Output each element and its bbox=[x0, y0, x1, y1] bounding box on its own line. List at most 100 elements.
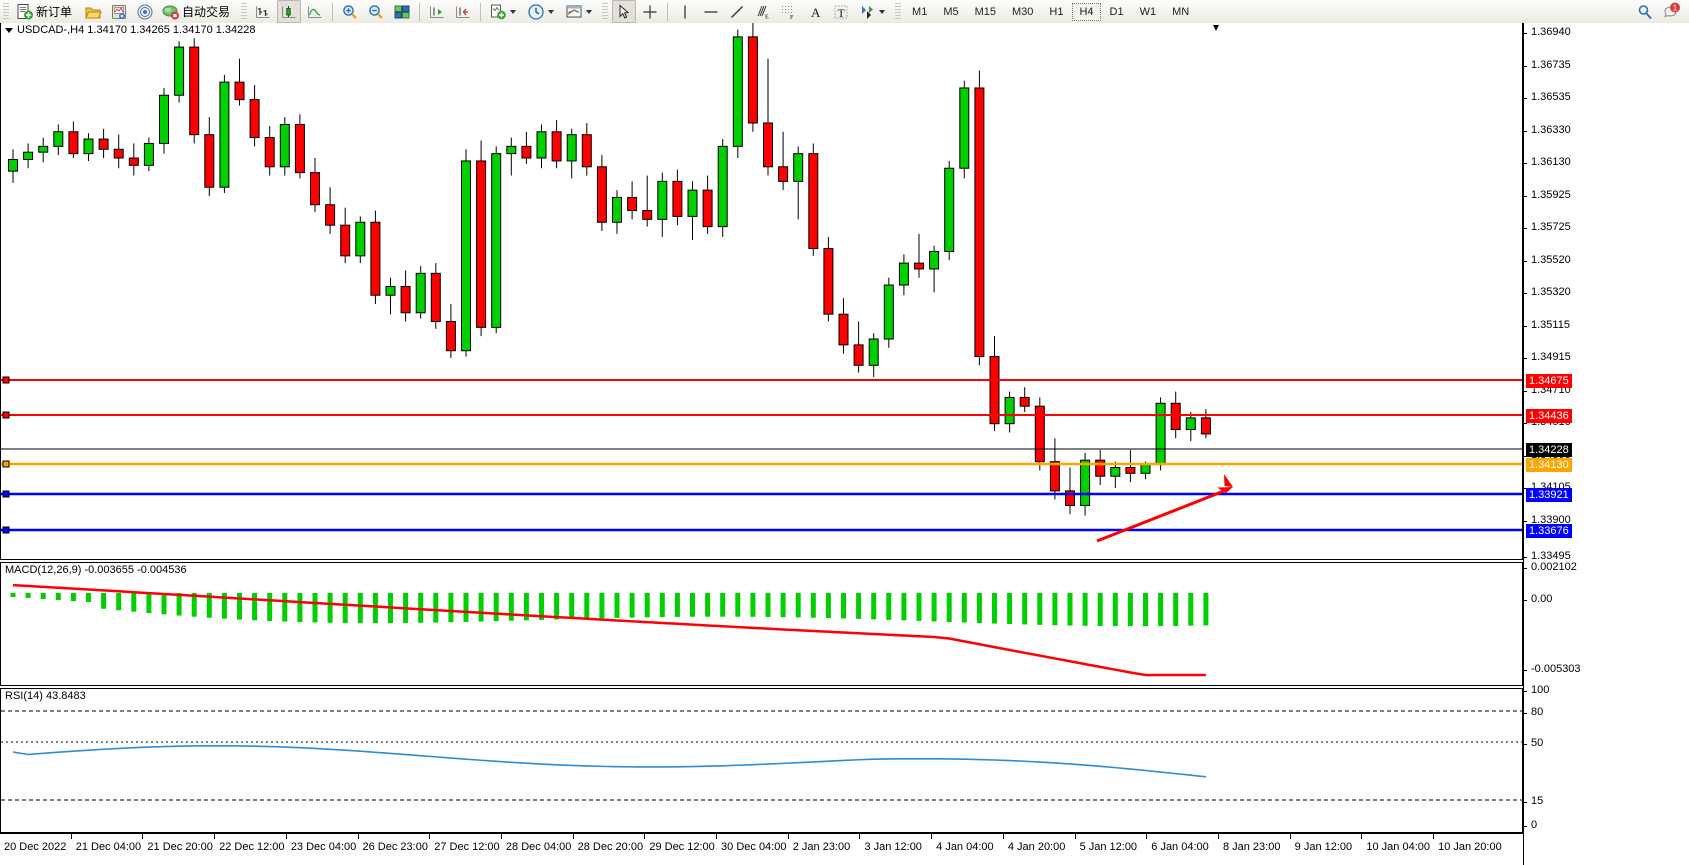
market-watch-button[interactable] bbox=[133, 0, 157, 23]
hline-button[interactable] bbox=[699, 0, 723, 23]
trendline-button[interactable] bbox=[725, 0, 749, 23]
resistance-upper-tag[interactable]: 1.34675 bbox=[1526, 374, 1572, 388]
time-tick bbox=[357, 833, 359, 839]
indicators-chevron-down-icon[interactable] bbox=[510, 9, 517, 14]
time-tick bbox=[931, 833, 933, 839]
cursor-button[interactable] bbox=[612, 0, 637, 23]
timeframe-m30[interactable]: M30 bbox=[1012, 5, 1034, 18]
period-button[interactable] bbox=[524, 0, 560, 23]
timeframe-m1[interactable]: M1 bbox=[912, 5, 928, 18]
symbol-header: USDCAD-,H4 1.34170 1.34265 1.34170 1.342… bbox=[1, 23, 1528, 37]
shapes-chevron-down-icon[interactable] bbox=[879, 9, 886, 14]
timeframe-w1[interactable]: W1 bbox=[1139, 5, 1157, 18]
alerts-icon: 1 bbox=[1662, 2, 1681, 21]
macd-tick: -0.005303 bbox=[1523, 663, 1581, 675]
rsi-pane[interactable]: RSI(14) 43.8483 bbox=[0, 688, 1523, 833]
svg-text:E: E bbox=[765, 14, 769, 20]
support-lower-tag[interactable]: 1.33676 bbox=[1526, 524, 1572, 538]
crosshair-icon bbox=[641, 3, 659, 21]
new-order-button[interactable]: 新订单 bbox=[13, 0, 79, 23]
period-chevron-down-icon[interactable] bbox=[548, 9, 555, 14]
channel-button[interactable]: F bbox=[777, 0, 801, 23]
hline-icon bbox=[702, 3, 720, 21]
time-label: 26 Dec 23:00 bbox=[362, 841, 428, 853]
time-tick bbox=[787, 833, 789, 839]
search-button[interactable] bbox=[1633, 0, 1657, 23]
toolbar-separator-2 bbox=[419, 2, 421, 21]
timeframe-d1[interactable]: D1 bbox=[1109, 5, 1124, 18]
timeframe-m15[interactable]: M15 bbox=[974, 5, 996, 18]
rsi-tick: 50 bbox=[1522, 737, 1543, 749]
price-candles bbox=[1, 23, 1522, 543]
support-upper-tag[interactable]: 1.33921 bbox=[1526, 488, 1572, 502]
time-axis[interactable]: 20 Dec 2022 21 Dec 04:00 21 Dec 20:00 22 De… bbox=[0, 833, 1523, 865]
time-label: 6 Jan 04:00 bbox=[1151, 841, 1209, 853]
toolbar-grip-3[interactable] bbox=[602, 2, 609, 21]
candle-chart-icon bbox=[280, 3, 298, 21]
tile-windows-button[interactable] bbox=[390, 0, 414, 23]
timeframe-mn[interactable]: MN bbox=[1172, 5, 1190, 18]
support-lower-handle[interactable] bbox=[2, 526, 10, 534]
macd-label: MACD(12,26,9) -0.003655 -0.004536 bbox=[5, 564, 187, 576]
templates-chevron-down-icon[interactable] bbox=[586, 9, 593, 14]
bullish-arrow-annotation[interactable] bbox=[1096, 474, 1233, 543]
label-button[interactable]: T bbox=[829, 0, 853, 23]
templates-button[interactable] bbox=[562, 0, 598, 23]
templates-icon bbox=[565, 3, 583, 21]
shift-end-button[interactable] bbox=[425, 0, 449, 23]
resistance-upper-handle[interactable] bbox=[2, 376, 10, 384]
time-label: 9 Jan 12:00 bbox=[1294, 841, 1353, 853]
chart-area[interactable]: USDCAD-,H4 1.34170 1.34265 1.34170 1.342… bbox=[0, 23, 1689, 865]
auto-trading-button[interactable]: 自动交易 bbox=[159, 0, 237, 23]
symbol-chevron-down-icon[interactable] bbox=[5, 27, 13, 33]
macd-pane[interactable]: MACD(12,26,9) -0.003655 -0.004536 bbox=[0, 562, 1523, 686]
svg-text:F: F bbox=[790, 15, 794, 21]
time-label: 23 Dec 04:00 bbox=[290, 841, 357, 853]
timeframe-h4[interactable]: H4 bbox=[1072, 2, 1101, 21]
candle-chart-button[interactable] bbox=[277, 0, 302, 23]
shapes-button[interactable] bbox=[855, 0, 891, 23]
timeframe-m5[interactable]: M5 bbox=[943, 5, 959, 18]
shift-end-icon bbox=[428, 3, 446, 21]
crosshair-button[interactable] bbox=[638, 0, 662, 23]
price-tick: 1.36735 bbox=[1523, 59, 1571, 71]
label-icon: T bbox=[832, 3, 850, 21]
text-button[interactable]: A bbox=[803, 0, 827, 23]
rsi-plot bbox=[1, 710, 1522, 801]
toolbar-grip[interactable] bbox=[3, 2, 9, 21]
bar-chart-button[interactable] bbox=[251, 0, 275, 23]
resistance-lower-handle[interactable] bbox=[2, 411, 10, 419]
timeframe-h1[interactable]: H1 bbox=[1049, 5, 1064, 18]
toolbar-grip-2[interactable] bbox=[241, 2, 248, 21]
toolbar-grip-4[interactable] bbox=[895, 2, 902, 21]
indicators-button[interactable] bbox=[486, 0, 522, 23]
time-label: 21 Dec 20:00 bbox=[147, 841, 213, 853]
price-tick: 1.35520 bbox=[1523, 254, 1571, 266]
cursor-icon bbox=[615, 3, 633, 21]
line-chart-button[interactable] bbox=[303, 0, 327, 23]
time-label: 30 Dec 04:00 bbox=[721, 841, 787, 853]
time-tick bbox=[429, 833, 431, 839]
pivot-tag[interactable]: 1.34130 bbox=[1526, 458, 1572, 472]
time-label: 10 Jan 20:00 bbox=[1438, 841, 1502, 853]
price-pane[interactable]: USDCAD-,H4 1.34170 1.34265 1.34170 1.342… bbox=[0, 23, 1523, 560]
support-upper-handle[interactable] bbox=[2, 490, 10, 498]
pivot-handle[interactable] bbox=[2, 460, 10, 468]
time-tick bbox=[70, 833, 72, 839]
zoom-out-button[interactable] bbox=[364, 0, 388, 23]
price-tick: 1.33900 bbox=[1523, 514, 1571, 526]
rsi-tick: 0 bbox=[1522, 819, 1537, 831]
time-tick bbox=[572, 833, 574, 839]
fibonacci-button[interactable]: E bbox=[751, 0, 775, 23]
auto-scroll-button[interactable] bbox=[451, 0, 475, 23]
price-tick: 1.35925 bbox=[1523, 189, 1571, 201]
profiles-button[interactable] bbox=[107, 0, 131, 23]
alerts-button[interactable]: 1 bbox=[1659, 0, 1684, 23]
vline-button[interactable] bbox=[673, 0, 697, 23]
time-tick bbox=[859, 833, 861, 839]
resistance-lower-tag[interactable]: 1.34436 bbox=[1526, 409, 1572, 423]
rsi-tick: 80 bbox=[1522, 706, 1543, 718]
folder-button[interactable] bbox=[81, 0, 105, 23]
price-scale[interactable]: 1.36940 1.36735 1.36535 1.36330 1.36130 … bbox=[1522, 23, 1689, 865]
zoom-in-button[interactable] bbox=[338, 0, 362, 23]
